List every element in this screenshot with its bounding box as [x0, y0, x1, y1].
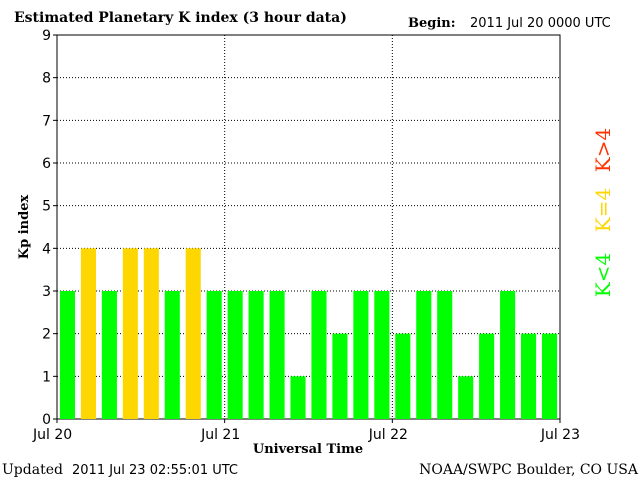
kp-bar [311, 291, 327, 419]
credit-text: NOAA/SWPC Boulder, CO USA [419, 462, 639, 478]
x-tick-label: Jul 23 [540, 427, 580, 443]
y-axis-label: Kp index [17, 195, 32, 260]
y-tick-label: 0 [42, 412, 51, 428]
kp-bar [541, 333, 558, 419]
kp-bar [416, 291, 432, 419]
begin-value: 2011 Jul 20 0000 UTC [470, 16, 611, 31]
bars [59, 248, 558, 419]
kp-bar [143, 248, 159, 419]
legend: K<4 K=4 K>4 [591, 128, 615, 297]
kp-bar [500, 291, 516, 419]
y-tick-label: 8 [42, 71, 51, 87]
kp-bar [353, 291, 369, 419]
y-tick-label: 1 [42, 369, 51, 385]
kp-bar [395, 333, 411, 419]
y-tick-label: 5 [42, 199, 51, 215]
x-ticks: Jul 20 Jul 21 Jul 22 Jul 23 [32, 419, 580, 443]
y-tick-label: 9 [42, 28, 51, 44]
kp-bar [227, 291, 243, 419]
grid-lines [57, 34, 560, 419]
plot-frame [56, 34, 561, 420]
y-tick-label: 7 [42, 113, 51, 129]
kp-bar [521, 333, 537, 419]
kp-bar [479, 333, 495, 419]
x-tick-label: Jul 20 [32, 427, 72, 443]
kp-bar [206, 291, 222, 419]
kp-bar [374, 291, 390, 419]
x-axis-label: Universal Time [253, 442, 363, 457]
kp-bar [101, 291, 117, 419]
legend-entry: K<4 [591, 253, 615, 297]
chart-title: Estimated Planetary K index (3 hour data… [14, 10, 347, 26]
y-ticks: 0 1 2 3 4 5 6 7 8 9 [42, 28, 57, 428]
kp-bar [332, 333, 348, 419]
kp-bar [80, 248, 96, 419]
legend-entry: K=4 [591, 188, 615, 232]
updated-value: 2011 Jul 23 02:55:01 UTC [72, 463, 238, 478]
begin-label: Begin: [408, 16, 456, 31]
x-tick-label: Jul 22 [368, 427, 408, 443]
kp-bar [269, 291, 285, 419]
kp-bar [248, 291, 264, 419]
kp-bar [59, 291, 76, 419]
kp-bar [122, 248, 138, 419]
kp-bar [185, 248, 201, 419]
legend-entry: K>4 [591, 128, 615, 172]
y-tick-label: 6 [42, 156, 51, 172]
y-tick-label: 2 [42, 327, 51, 343]
kp-bar [290, 376, 306, 419]
kp-bar [164, 291, 180, 419]
x-tick-label: Jul 21 [200, 427, 240, 443]
y-tick-label: 3 [42, 284, 51, 300]
updated-label: Updated [2, 462, 63, 478]
y-tick-label: 4 [42, 241, 51, 257]
kp-bar [437, 291, 453, 419]
kp-bar [458, 376, 474, 419]
